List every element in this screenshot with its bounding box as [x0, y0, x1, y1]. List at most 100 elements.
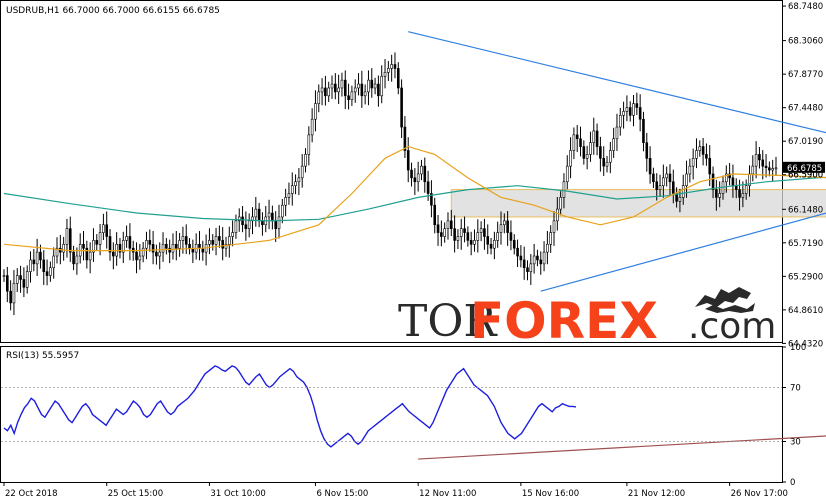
- candle: [493, 231, 496, 260]
- watermark-forex: FOREX: [470, 292, 658, 350]
- candle: [337, 74, 340, 104]
- candle-body: [665, 173, 668, 179]
- candle: [138, 243, 142, 270]
- candle: [12, 270, 16, 316]
- candle: [320, 78, 324, 106]
- candle-body: [171, 243, 175, 253]
- candle: [125, 225, 128, 248]
- candle: [49, 261, 52, 282]
- candle: [367, 70, 370, 106]
- candle-body: [88, 251, 92, 261]
- candle-body: [473, 240, 476, 245]
- candle-body: [632, 103, 635, 116]
- candle-body: [112, 251, 115, 257]
- candle: [420, 159, 423, 181]
- candle: [549, 225, 552, 253]
- candle-body: [324, 87, 327, 97]
- candle: [357, 73, 360, 96]
- candle-body: [681, 185, 685, 198]
- candle: [718, 181, 721, 208]
- candle: [678, 188, 682, 213]
- candle: [218, 225, 221, 248]
- candle-body: [377, 83, 380, 97]
- candle: [509, 220, 513, 251]
- candle-body: [188, 243, 191, 249]
- candle: [701, 138, 705, 166]
- candle-body: [297, 177, 301, 183]
- candle-body: [287, 193, 291, 198]
- rsi-header: RSI(13) 55.5957: [6, 351, 79, 361]
- candle-body: [317, 91, 321, 104]
- candle: [334, 73, 337, 100]
- candle-body: [277, 216, 281, 229]
- candle: [82, 231, 85, 261]
- candle: [473, 229, 476, 252]
- candle: [744, 179, 748, 200]
- candle: [764, 154, 768, 178]
- candle: [121, 231, 125, 264]
- candle: [314, 90, 317, 132]
- candle-body: [612, 138, 615, 151]
- candle: [171, 233, 175, 260]
- candle: [423, 157, 427, 193]
- candle-body: [552, 220, 556, 233]
- candle-body: [373, 83, 377, 89]
- candle-body: [330, 83, 334, 89]
- candle-body: [655, 181, 659, 190]
- candle: [499, 211, 503, 245]
- candle-body: [440, 232, 443, 237]
- candle-body: [72, 251, 75, 265]
- candle: [536, 249, 539, 267]
- candle: [19, 265, 22, 293]
- candle: [496, 221, 499, 248]
- current-price-label: 66.6785: [787, 164, 822, 174]
- candle: [575, 125, 579, 153]
- candle-body: [121, 240, 125, 253]
- candle-body: [662, 177, 665, 186]
- candle: [39, 244, 42, 269]
- candle: [241, 206, 244, 233]
- x-tick-label: 31 Oct 10:00: [210, 489, 265, 499]
- candle-body: [506, 220, 509, 233]
- candle-body: [589, 142, 592, 155]
- candle-body: [575, 134, 579, 140]
- candle: [387, 61, 390, 81]
- candle-body: [82, 243, 85, 249]
- candle: [430, 180, 433, 218]
- candle: [675, 187, 678, 208]
- candle-body: [678, 197, 682, 202]
- candle: [22, 267, 26, 298]
- candle-body: [622, 111, 625, 116]
- candle: [486, 224, 490, 255]
- candle-body: [29, 259, 32, 272]
- candle-body: [559, 197, 562, 210]
- candle-body: [648, 158, 652, 175]
- candle: [307, 126, 311, 166]
- candle-body: [12, 283, 16, 304]
- candle: [151, 231, 155, 265]
- candle-body: [688, 165, 692, 175]
- candle: [6, 266, 9, 303]
- candle-body: [592, 130, 596, 143]
- candle: [403, 116, 407, 158]
- candle: [360, 70, 364, 108]
- candle-body: [9, 290, 12, 304]
- candle-body: [102, 224, 105, 233]
- candle-body: [383, 72, 387, 77]
- candle: [406, 137, 410, 183]
- candle-body: [618, 115, 622, 128]
- candle: [55, 237, 59, 264]
- candle-body: [184, 236, 188, 245]
- candle-body: [234, 220, 238, 233]
- candle: [377, 75, 380, 107]
- ma-slow-line: [3, 176, 826, 222]
- candle-body: [22, 279, 26, 288]
- candle: [615, 113, 619, 151]
- candle: [582, 140, 586, 165]
- candle-body: [274, 220, 277, 229]
- candle-body: [350, 91, 354, 101]
- candle: [92, 228, 95, 262]
- candle: [685, 160, 688, 198]
- candle-body: [642, 118, 645, 143]
